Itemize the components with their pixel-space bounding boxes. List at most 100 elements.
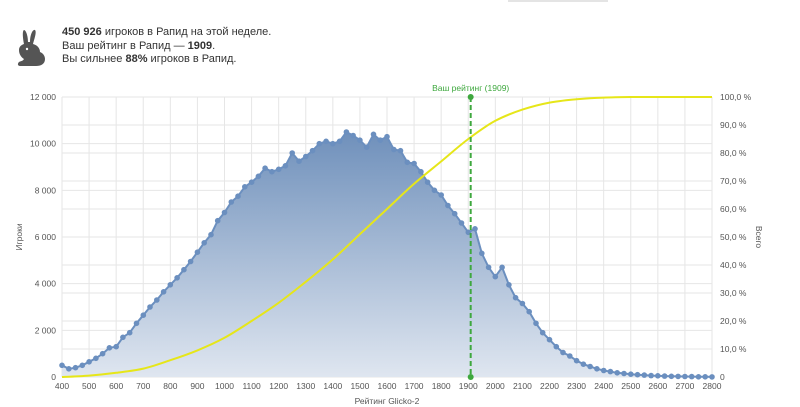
distribution-point xyxy=(106,345,113,351)
distribution-point xyxy=(384,133,390,140)
x-tick-label: 1800 xyxy=(432,381,451,391)
y-left-tick-label: 8 000 xyxy=(35,185,57,195)
distribution-point xyxy=(269,168,275,175)
top-strip xyxy=(508,0,608,2)
distribution-point xyxy=(492,273,499,280)
distribution-point xyxy=(695,374,702,380)
y-left-tick-label: 6 000 xyxy=(35,232,57,242)
distribution-point xyxy=(628,371,634,378)
distribution-point xyxy=(533,320,539,327)
distribution-point xyxy=(181,266,187,273)
distribution-point xyxy=(336,138,343,145)
distribution-point xyxy=(397,147,404,154)
y-right-tick-label: 30,0 % xyxy=(720,288,747,298)
distribution-point xyxy=(573,357,580,364)
distribution-area xyxy=(62,132,712,377)
distribution-point xyxy=(120,334,126,341)
y-right-tick-label: 80,0 % xyxy=(720,148,747,158)
y-right-tick-label: 90,0 % xyxy=(720,120,747,130)
y-right-tick-label: 100,0 % xyxy=(720,92,752,102)
rating-marker-label: Ваш рейтинг (1909) xyxy=(432,83,509,93)
distribution-point xyxy=(357,137,363,143)
y-left-tick-label: 0 xyxy=(51,372,56,382)
distribution-point xyxy=(93,355,99,362)
distribution-point xyxy=(404,159,411,166)
rating-distribution-chart: Ваш рейтинг (1909) 400 500 600 700 800 900 100… xyxy=(14,83,764,406)
rating-marker-dot-bottom xyxy=(467,374,474,380)
x-tick-label: 2000 xyxy=(486,381,505,391)
distribution-point xyxy=(208,231,214,238)
x-tick-label: 2600 xyxy=(648,381,667,391)
distribution-point xyxy=(350,132,356,139)
stats-line-rating: Ваш рейтинг в Рапид — 1909. xyxy=(62,40,271,54)
distribution-point xyxy=(655,373,661,379)
x-tick-label: 700 xyxy=(136,381,150,391)
x-tick-label: 1400 xyxy=(323,381,342,391)
distribution-point xyxy=(79,362,86,369)
distribution-point xyxy=(391,146,397,153)
distribution-point xyxy=(201,240,207,246)
stats-header: 450 926 игроков в Рапид на этой неделе. … xyxy=(14,26,534,70)
distribution-point xyxy=(282,163,289,169)
players-text: игроков в Рапид на этой неделе. xyxy=(101,26,272,38)
x-tick-label: 2200 xyxy=(540,381,559,391)
distribution-point xyxy=(330,140,336,147)
percentile-value: 88% xyxy=(125,53,148,65)
x-tick-label: 1700 xyxy=(405,381,424,391)
y-right-tick-label: 20,0 % xyxy=(720,316,747,326)
distribution-point xyxy=(303,153,309,160)
players-count: 450 926 xyxy=(62,26,102,38)
distribution-point xyxy=(499,264,505,271)
distribution-point xyxy=(648,372,654,379)
distribution-point xyxy=(296,158,302,164)
distribution-point xyxy=(607,368,614,375)
stats-line-percentile: Вы сильнее 88% игроков в Рапид. xyxy=(62,53,271,67)
distribution-point xyxy=(580,361,587,368)
distribution-point xyxy=(370,131,377,138)
y-right-tick-label: 50,0 % xyxy=(720,232,747,242)
distribution-point xyxy=(709,374,715,380)
x-tick-label: 2400 xyxy=(594,381,613,391)
x-tick-label: 1100 xyxy=(242,381,261,391)
y-right-tick-label: 70,0 % xyxy=(720,176,747,186)
distribution-point xyxy=(72,364,79,371)
distribution-point xyxy=(113,343,119,350)
distribution-point xyxy=(221,209,228,216)
y-right-axis-ticks: 0 10,0 % 20,0 % 30,0 % 40,0 % 50,0 % 60,0 % 70,… xyxy=(720,92,752,382)
distribution-point xyxy=(506,282,512,288)
distribution-point xyxy=(553,343,560,350)
y-right-axis-title: Всего xyxy=(754,226,764,249)
distribution-point xyxy=(242,184,248,190)
distribution-point xyxy=(255,173,262,180)
percentile-end: игроков в Рапид. xyxy=(147,53,237,65)
distribution-point xyxy=(187,258,194,265)
distribution-point xyxy=(431,187,438,194)
distribution-point xyxy=(594,366,600,372)
distribution-point xyxy=(262,165,268,171)
distribution-point xyxy=(133,320,140,327)
x-tick-label: 800 xyxy=(163,381,177,391)
y-left-tick-label: 10 000 xyxy=(30,139,56,149)
distribution-point xyxy=(363,144,370,150)
distribution-point xyxy=(66,366,72,372)
distribution-point xyxy=(424,179,431,185)
distribution-point xyxy=(512,294,519,301)
distribution-point xyxy=(546,336,553,343)
distribution-point xyxy=(174,275,180,281)
x-tick-label: 1900 xyxy=(459,381,478,391)
x-tick-label: 1600 xyxy=(378,381,397,391)
x-tick-label: 1000 xyxy=(215,381,234,391)
x-tick-label: 1500 xyxy=(350,381,369,391)
rating-text: Ваш рейтинг в Рапид — xyxy=(62,39,188,52)
distribution-point xyxy=(634,371,641,378)
rating-value: 1909 xyxy=(187,39,213,52)
distribution-point xyxy=(479,250,485,257)
distribution-point xyxy=(235,193,241,199)
distribution-point xyxy=(154,297,160,303)
distribution-point xyxy=(411,160,417,167)
x-tick-label: 900 xyxy=(190,381,204,391)
distribution-point xyxy=(99,350,106,357)
x-tick-label: 600 xyxy=(109,381,123,391)
rating-marker-dot-top xyxy=(467,94,474,100)
cumulative-line xyxy=(61,95,712,378)
